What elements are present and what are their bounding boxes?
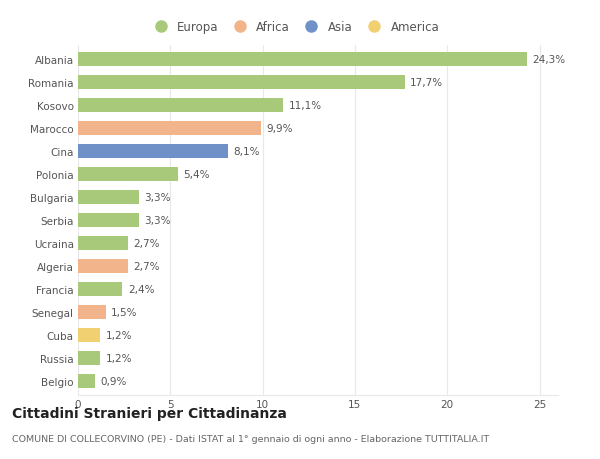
Text: Cittadini Stranieri per Cittadinanza: Cittadini Stranieri per Cittadinanza [12, 406, 287, 420]
Text: 1,5%: 1,5% [111, 307, 138, 317]
Text: 3,3%: 3,3% [145, 192, 171, 202]
Text: 1,2%: 1,2% [106, 330, 132, 340]
Bar [78, 374, 95, 388]
Bar [78, 213, 139, 227]
Bar [78, 168, 178, 181]
Text: 1,2%: 1,2% [106, 353, 132, 363]
Text: 5,4%: 5,4% [183, 169, 210, 179]
Text: 2,7%: 2,7% [133, 261, 160, 271]
Text: 0,9%: 0,9% [100, 376, 127, 386]
Bar [78, 259, 128, 273]
Text: COMUNE DI COLLECORVINO (PE) - Dati ISTAT al 1° gennaio di ogni anno - Elaborazio: COMUNE DI COLLECORVINO (PE) - Dati ISTAT… [12, 434, 489, 443]
Text: 2,4%: 2,4% [128, 284, 154, 294]
Bar [78, 282, 122, 296]
Bar [78, 53, 527, 67]
Text: 8,1%: 8,1% [233, 146, 260, 157]
Bar [78, 305, 106, 319]
Text: 11,1%: 11,1% [289, 101, 322, 111]
Bar [78, 190, 139, 204]
Bar [78, 351, 100, 365]
Text: 24,3%: 24,3% [532, 55, 565, 65]
Bar [78, 99, 283, 112]
Text: 3,3%: 3,3% [145, 215, 171, 225]
Bar [78, 145, 227, 158]
Bar [78, 328, 100, 342]
Bar [78, 76, 405, 90]
Bar [78, 122, 261, 135]
Legend: Europa, Africa, Asia, America: Europa, Africa, Asia, America [146, 19, 442, 37]
Text: 17,7%: 17,7% [410, 78, 443, 88]
Text: 2,7%: 2,7% [133, 238, 160, 248]
Text: 9,9%: 9,9% [266, 123, 293, 134]
Bar [78, 236, 128, 250]
